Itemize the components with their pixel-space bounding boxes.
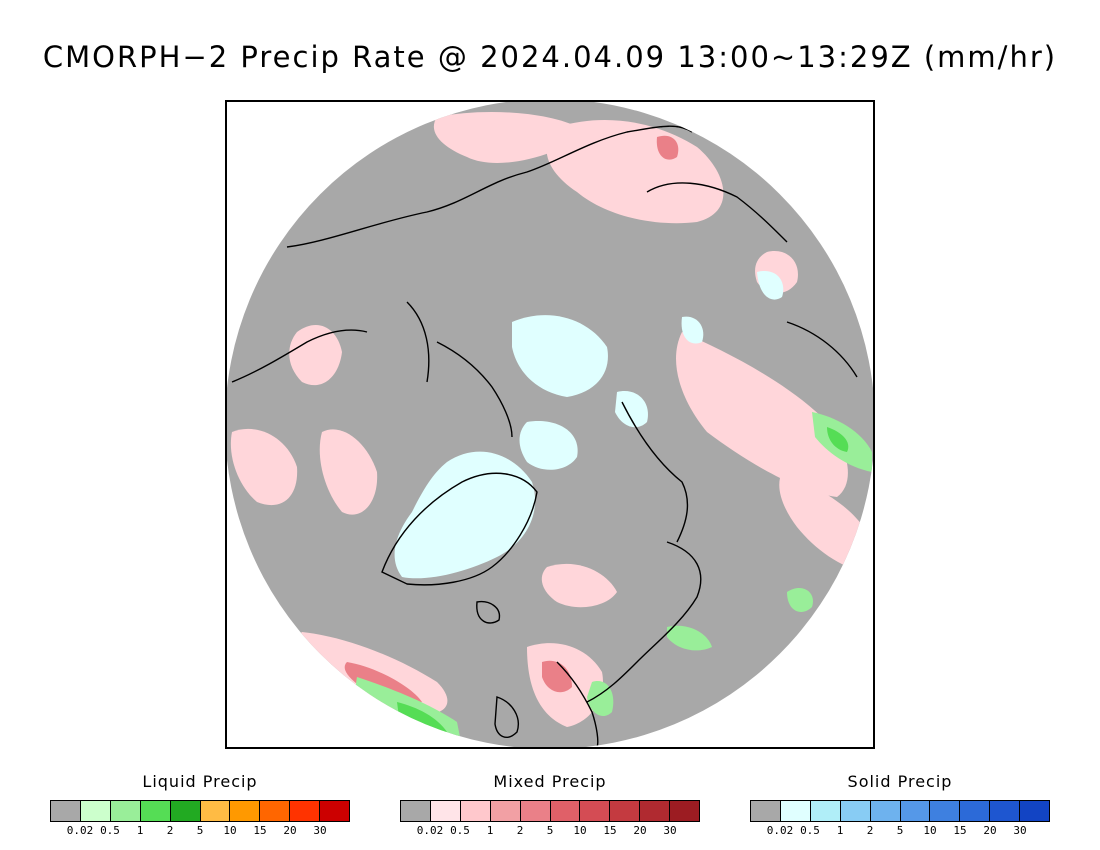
legend-swatch <box>810 801 841 821</box>
polar-precip-map <box>225 100 875 749</box>
solid-precip-areas <box>394 271 784 579</box>
legend-tick-label: 1 <box>836 824 844 837</box>
legend-tick-label: 0.5 <box>100 824 120 837</box>
legend-swatch <box>460 801 491 821</box>
legend-swatch <box>870 801 901 821</box>
legend-tick-label: 30 <box>313 824 327 837</box>
legend-swatch <box>780 801 811 821</box>
coastlines <box>231 125 858 747</box>
legend-tick-label: 15 <box>253 824 267 837</box>
legend-ticks: 0.02 0.5 1 2 5 10 15 20 30 <box>50 824 350 838</box>
legend-swatch <box>290 801 321 821</box>
legend-swatch <box>840 801 871 821</box>
legend-swatch <box>230 801 261 821</box>
legend-swatch <box>640 801 671 821</box>
legend-swatch <box>200 801 231 821</box>
legend-tick-label: 10 <box>573 824 587 837</box>
map-svg <box>227 102 873 747</box>
legend-tick-label: 10 <box>923 824 937 837</box>
legend-tick-label: 20 <box>283 824 297 837</box>
legend-tick-label: 0.02 <box>766 824 794 837</box>
legend-swatch <box>900 801 931 821</box>
legend-colorbar <box>750 800 1050 822</box>
legend-tick-label: 10 <box>223 824 237 837</box>
legend-tick-label: 5 <box>196 824 204 837</box>
mixed-precip-heavy <box>344 135 679 704</box>
legend-swatch <box>990 801 1021 821</box>
legend-swatch <box>580 801 611 821</box>
legend-swatch <box>401 801 431 821</box>
legend-swatch <box>260 801 291 821</box>
legend-tick-label: 1 <box>136 824 144 837</box>
legend-swatch <box>110 801 141 821</box>
legend-tick-label: 2 <box>166 824 174 837</box>
legend-swatch <box>1020 801 1050 821</box>
legend-title: Mixed Precip <box>493 772 607 791</box>
legend-tick-label: 2 <box>516 824 524 837</box>
legend-swatch <box>80 801 111 821</box>
legend-liquid-precip: Liquid Precip 0.02 0.5 1 2 5 10 15 20 30 <box>50 772 350 838</box>
legend-colorbar <box>50 800 350 822</box>
legend-tick-label: 15 <box>603 824 617 837</box>
legend-tick-label: 1 <box>486 824 494 837</box>
legend-tick-label: 0.5 <box>800 824 820 837</box>
legend-solid-precip: Solid Precip 0.02 0.5 1 2 5 10 15 20 30 <box>750 772 1050 838</box>
legend-swatch <box>520 801 551 821</box>
legend-tick-label: 30 <box>1013 824 1027 837</box>
legend-swatch <box>610 801 641 821</box>
legend-swatch <box>51 801 81 821</box>
legend-title: Solid Precip <box>847 772 953 791</box>
legend-colorbar <box>400 800 700 822</box>
legend-swatch <box>320 801 350 821</box>
legend-tick-label: 5 <box>896 824 904 837</box>
legend-tick-label: 0.02 <box>66 824 94 837</box>
legend-swatch <box>751 801 781 821</box>
legend-swatch <box>490 801 521 821</box>
legend-tick-label: 5 <box>546 824 554 837</box>
legend-tick-label: 20 <box>983 824 997 837</box>
legend-tick-label: 15 <box>953 824 967 837</box>
legend-tick-label: 2 <box>866 824 874 837</box>
legend-swatch <box>930 801 961 821</box>
legend-mixed-precip: Mixed Precip 0.02 0.5 1 2 5 10 15 20 30 <box>400 772 700 838</box>
legend-ticks: 0.02 0.5 1 2 5 10 15 20 30 <box>750 824 1050 838</box>
legend-tick-label: 30 <box>663 824 677 837</box>
legend-tick-label: 0.5 <box>450 824 470 837</box>
legend-swatch <box>550 801 581 821</box>
legend-swatch <box>670 801 700 821</box>
legend-tick-label: 20 <box>633 824 647 837</box>
legend-swatch <box>430 801 461 821</box>
legend-tick-label: 0.02 <box>416 824 444 837</box>
legend-swatch <box>140 801 171 821</box>
chart-title: CMORPH−2 Precip Rate @ 2024.04.09 13:00~… <box>42 40 1058 74</box>
legend-swatch <box>170 801 201 821</box>
legend-ticks: 0.02 0.5 1 2 5 10 15 20 30 <box>400 824 700 838</box>
legend-swatch <box>960 801 991 821</box>
legend-title: Liquid Precip <box>142 772 258 791</box>
liquid-precip-heavy <box>397 427 849 734</box>
